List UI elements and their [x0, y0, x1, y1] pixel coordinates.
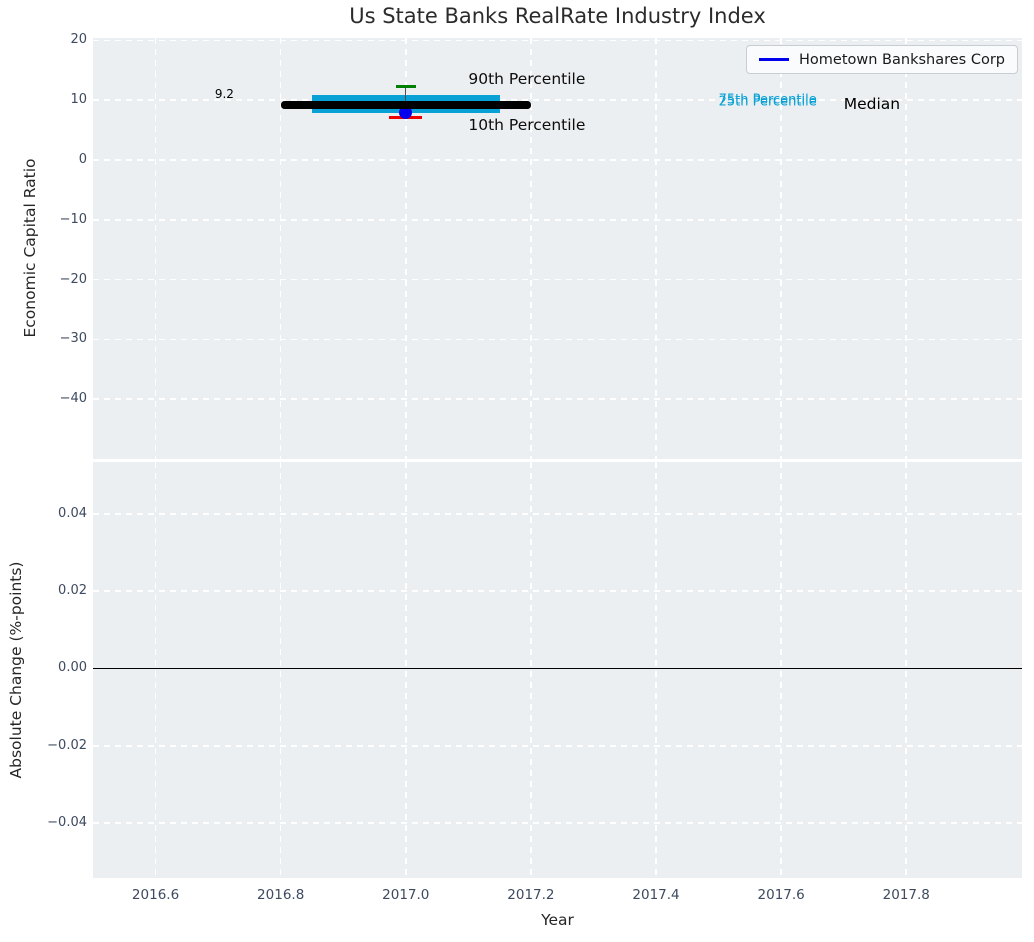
y-gridline [93, 338, 1022, 341]
y-tick-label: 0.00 [58, 660, 87, 676]
x-gridline [279, 38, 282, 459]
annotation: 9.2 [214, 87, 234, 102]
y-tick-label: −0.02 [47, 737, 87, 753]
x-gridline [905, 38, 908, 459]
p90-cap [395, 84, 416, 88]
annotation: 25th Percentile [718, 94, 817, 110]
y-tick-label: −10 [59, 211, 87, 227]
top-plot-area: Hometown Bankshares Corp 9.2 90th Percent… [93, 38, 1022, 459]
x-gridline [655, 38, 657, 459]
y-tick-label: 0.04 [58, 505, 87, 521]
top-y-axis-label: Economic Capital Ratio [21, 158, 39, 338]
x-gridline [655, 462, 657, 878]
y-tick-label: 10 [70, 92, 87, 108]
x-gridline [530, 462, 532, 878]
y-gridline [93, 99, 1022, 101]
annotation: Median [843, 95, 901, 114]
x-gridline [279, 462, 282, 878]
annotation: 90th Percentile [468, 69, 586, 88]
legend: Hometown Bankshares Corp [746, 45, 1018, 74]
x-tick-label: 2016.8 [257, 887, 305, 903]
x-tick-label: 2017.6 [757, 887, 805, 903]
y-gridline [93, 39, 1022, 42]
x-gridline [780, 462, 782, 878]
y-gridline [93, 744, 1022, 747]
bottom-plot-area [93, 462, 1022, 878]
y-gridline [93, 159, 1022, 161]
y-gridline [93, 278, 1022, 281]
y-tick-label: 20 [70, 32, 87, 48]
median-line [280, 101, 531, 109]
x-tick-label: 2017.4 [632, 887, 680, 903]
x-tick-label: 2017.2 [507, 887, 555, 903]
x-gridline [404, 462, 407, 878]
x-tick-label: 2017.0 [382, 887, 430, 903]
company-marker [399, 106, 413, 120]
y-gridline [93, 218, 1022, 221]
x-gridline [154, 38, 157, 459]
x-gridline [404, 38, 407, 459]
y-gridline [93, 590, 1022, 592]
annotation: 10th Percentile [468, 115, 586, 134]
y-tick-label: −20 [59, 271, 87, 287]
legend-line-icon [759, 58, 790, 61]
x-tick-label: 2017.8 [882, 887, 930, 903]
x-gridline [905, 462, 908, 878]
x-tick-label: 2016.6 [131, 887, 180, 903]
y-tick-label: 0.02 [58, 583, 87, 599]
y-gridline [93, 822, 1022, 824]
x-gridline [154, 462, 157, 878]
x-axis-label: Year [541, 911, 574, 929]
y-tick-label: −40 [59, 391, 87, 407]
x-gridline [530, 38, 532, 459]
zero-line [93, 667, 1022, 670]
y-tick-label: −30 [59, 331, 87, 347]
x-gridline [780, 38, 782, 459]
y-gridline [93, 398, 1022, 400]
y-gridline [93, 513, 1022, 515]
y-tick-label: 0 [78, 151, 87, 167]
annotation: 75th Percentile [718, 92, 817, 108]
legend-label: Hometown Bankshares Corp [799, 51, 1005, 68]
y-tick-label: −0.04 [47, 815, 87, 831]
chart-title: Us State Banks RealRate Industry Index [349, 4, 766, 28]
